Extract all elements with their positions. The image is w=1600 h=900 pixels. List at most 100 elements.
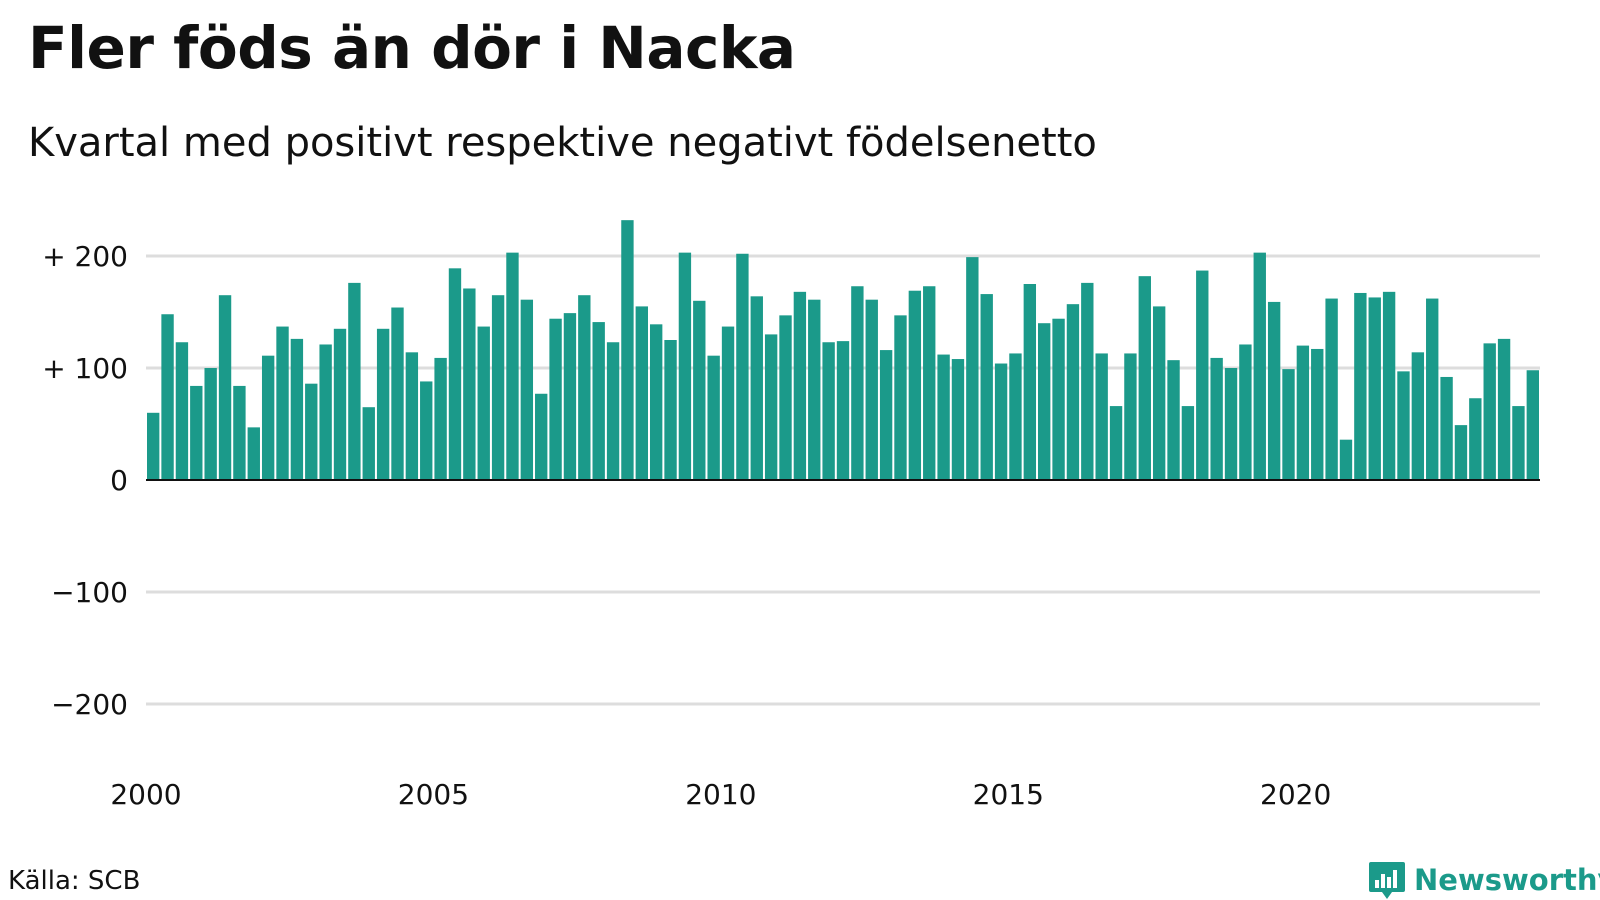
- x-tick-label: 2000: [110, 778, 181, 811]
- x-tick-label: 2020: [1260, 778, 1331, 811]
- newsworthy-bar-chart-icon: [1369, 862, 1405, 899]
- bar: [1469, 398, 1482, 480]
- bar: [994, 363, 1008, 480]
- x-tick-label: 2010: [685, 778, 756, 811]
- bar: [218, 295, 232, 480]
- brand-logo: Newsworthy: [1368, 860, 1600, 900]
- bar: [1152, 306, 1166, 480]
- x-tick-label: 2005: [398, 778, 469, 811]
- axes: + 200 + 100 0 −100 −200 2000 2005 2010 2015 2020: [42, 240, 1540, 811]
- bar: [1181, 406, 1195, 480]
- bar: [348, 282, 361, 480]
- bar: [1267, 301, 1281, 480]
- bar: [1196, 270, 1209, 480]
- bar: [592, 322, 605, 480]
- x-tick-label: 2015: [973, 778, 1044, 811]
- y-tick-label: −100: [51, 576, 128, 609]
- bar: [405, 352, 419, 480]
- bar: [1167, 360, 1180, 480]
- y-tick-label: + 200: [42, 240, 128, 273]
- source-note: Källa: SCB: [8, 866, 141, 896]
- bar: [506, 252, 519, 480]
- bar: [333, 328, 347, 480]
- bar: [1483, 343, 1496, 480]
- bar: [980, 294, 993, 480]
- bar: [463, 288, 476, 480]
- bar: [693, 300, 706, 480]
- bar: [879, 350, 893, 480]
- bar: [707, 355, 720, 480]
- bars: [147, 220, 1539, 480]
- bar: [477, 326, 490, 480]
- bar: [779, 315, 792, 480]
- bar: [1239, 344, 1252, 480]
- bar: [1382, 291, 1396, 480]
- bar: [161, 314, 174, 480]
- y-tick-label: 0: [110, 464, 128, 497]
- bar: [908, 290, 922, 480]
- bar: [1052, 318, 1065, 480]
- bar: [1296, 345, 1310, 480]
- bar: [1526, 370, 1539, 480]
- bar: [204, 368, 217, 480]
- bar: [1109, 406, 1123, 480]
- bar: [448, 268, 462, 480]
- bar: [649, 324, 663, 480]
- y-tick-label: + 100: [42, 352, 128, 385]
- bar: [836, 341, 850, 480]
- bar: [736, 253, 749, 480]
- bar: [1454, 425, 1468, 480]
- bar: [1411, 352, 1425, 480]
- bar: [664, 340, 677, 480]
- bar: [606, 342, 620, 480]
- bar: [175, 342, 189, 480]
- bar: [391, 307, 404, 480]
- bar: [750, 296, 763, 480]
- bar: [1023, 284, 1037, 480]
- bar: [1066, 304, 1080, 480]
- bar: [894, 315, 907, 480]
- bar: [1282, 369, 1295, 480]
- bar: [1253, 252, 1266, 480]
- bar: [190, 385, 203, 480]
- bar: [1368, 297, 1381, 480]
- bar: [1095, 353, 1108, 480]
- bar: [937, 354, 950, 480]
- bar: [233, 385, 246, 480]
- bar: [793, 291, 807, 480]
- bar: [621, 220, 634, 480]
- bar: [808, 299, 821, 480]
- bar: [923, 286, 936, 480]
- bar: [678, 252, 692, 480]
- bar: [1124, 353, 1137, 480]
- bar: [563, 313, 577, 480]
- bar: [305, 383, 318, 480]
- bar: [822, 342, 835, 480]
- bar: [764, 334, 778, 480]
- bar: [276, 326, 289, 480]
- bar: [1224, 368, 1238, 480]
- bar: [434, 357, 447, 480]
- bar: [951, 359, 965, 480]
- bar: [261, 355, 275, 480]
- bar: [549, 318, 562, 480]
- bar: [1210, 357, 1223, 480]
- bar: [1138, 276, 1151, 480]
- bar: [420, 381, 433, 480]
- bar: [376, 328, 390, 480]
- chart-title: Fler föds än dör i Nacka: [28, 14, 796, 82]
- bar: [635, 306, 648, 480]
- chart-subtitle: Kvartal med positivt respektive negativt…: [28, 120, 1097, 166]
- bar: [966, 257, 979, 480]
- bar: [1440, 376, 1453, 480]
- bar: [290, 338, 304, 480]
- bar: [1426, 298, 1439, 480]
- bar: [247, 427, 260, 480]
- bar: [491, 295, 505, 480]
- bar: [1325, 298, 1338, 480]
- y-tick-label: −200: [51, 688, 128, 721]
- bar: [721, 326, 735, 480]
- bar: [535, 393, 548, 480]
- bar: [1081, 282, 1094, 480]
